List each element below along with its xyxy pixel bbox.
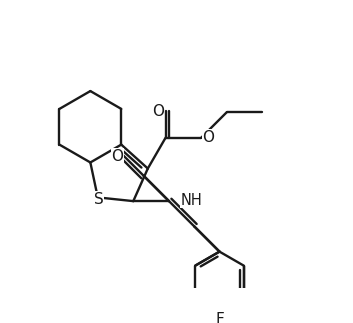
- Text: F: F: [215, 312, 224, 323]
- Text: NH: NH: [181, 193, 202, 208]
- Text: S: S: [94, 192, 103, 207]
- Text: O: O: [203, 130, 215, 145]
- Text: O: O: [152, 104, 164, 119]
- Text: O: O: [111, 149, 123, 164]
